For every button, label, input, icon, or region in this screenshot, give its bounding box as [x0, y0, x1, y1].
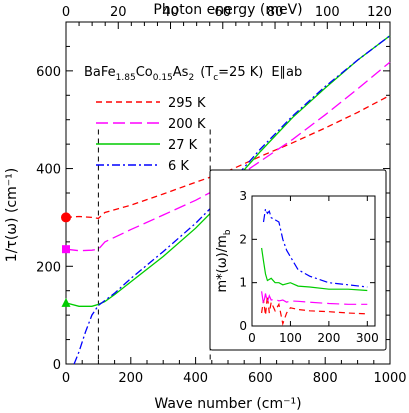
inset-frame — [251, 195, 376, 327]
inset-y-tick-label: 2 — [239, 232, 247, 246]
sample-annotation: BaFe1.85Co0.15As2 (Tc=25 K) E∥ab — [84, 65, 302, 83]
inset-x-tick-label: 200 — [317, 331, 340, 345]
top-axis-label: Photon energy (meV) — [153, 2, 302, 18]
series-line-200k — [65, 61, 391, 252]
series-line-27k — [65, 35, 391, 307]
legend-label: 200 K — [168, 117, 206, 132]
legend-label: 6 K — [168, 159, 189, 174]
top-tick-label: 40 — [162, 5, 179, 20]
dc-marker-triangle — [61, 297, 71, 307]
top-tick-label: 80 — [267, 5, 284, 20]
top-tick-label: 20 — [110, 5, 127, 20]
inset-background — [209, 169, 387, 351]
x-axis-label: Wave number (cm⁻¹) — [154, 396, 301, 412]
x-tick-label: 400 — [183, 371, 208, 386]
y-tick-label: 0 — [53, 358, 61, 373]
dc-marker-square — [62, 245, 70, 254]
top-tick-label: 0 — [62, 5, 70, 20]
inset-series-line-200k — [261, 291, 368, 305]
top-tick-label: 120 — [367, 5, 392, 20]
inset-y-axis-label: m*(ω)/mb — [215, 229, 233, 292]
inset-y-tick-label: 3 — [239, 189, 247, 203]
x-tick-label: 200 — [118, 371, 143, 386]
inset-y-tick-label: 1 — [239, 276, 247, 290]
x-tick-label: 600 — [248, 371, 273, 386]
y-axis-label: 1/τ(ω) (cm⁻¹) — [4, 168, 20, 262]
y-tick-label: 200 — [36, 260, 61, 275]
inset-plot: 0 100 200 300 0 1 2 3 m*(ω)/mb — [209, 169, 387, 351]
inset-series-line-6k — [262, 206, 368, 288]
series-line-295k — [65, 94, 391, 220]
y-tick-label: 400 — [36, 163, 61, 178]
inset-series-line-27k — [261, 247, 368, 292]
x-tick-label: 800 — [313, 371, 338, 386]
inset-series-line-295k — [261, 295, 368, 327]
y-tick-label: 600 — [36, 65, 61, 80]
inset-x-tick-label: 0 — [248, 331, 256, 345]
legend-label: 295 K — [168, 96, 206, 111]
top-tick-label: 60 — [215, 5, 232, 20]
inset-y-tick-label: 0 — [239, 319, 247, 333]
inset-x-tick-label: 100 — [279, 331, 302, 345]
x-tick-label: 1000 — [373, 371, 406, 386]
x-tick-label: 0 — [62, 371, 70, 386]
top-tick-label: 100 — [315, 5, 340, 20]
legend-label: 27 K — [168, 138, 198, 153]
dc-marker-circle — [61, 212, 71, 223]
series-line-6k — [73, 35, 391, 365]
inset-x-tick-label: 300 — [356, 331, 379, 345]
